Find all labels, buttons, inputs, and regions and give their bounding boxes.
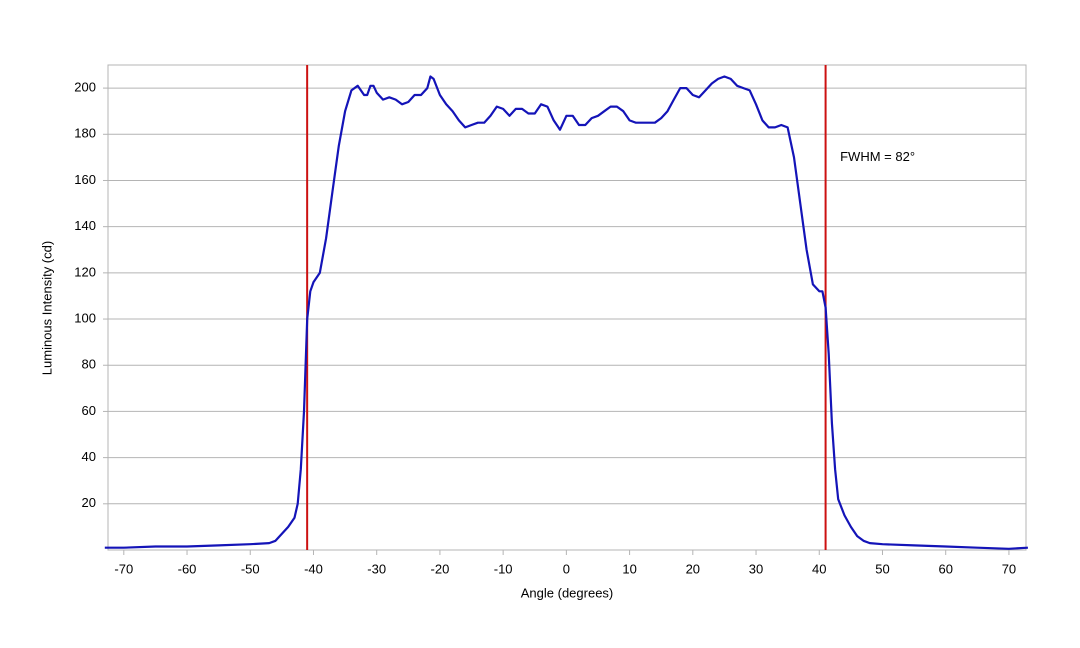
y-tick-label: 40	[82, 449, 96, 464]
x-tick-label: -30	[367, 561, 386, 576]
x-tick-label: 20	[686, 561, 700, 576]
x-tick-label: -50	[241, 561, 260, 576]
y-tick-label: 60	[82, 403, 96, 418]
x-tick-label: 30	[749, 561, 763, 576]
x-tick-label: 0	[563, 561, 570, 576]
y-tick-label: 120	[74, 264, 96, 279]
intensity-line	[104, 75, 1028, 550]
y-tick-label: 20	[82, 495, 96, 510]
y-tick-label: 200	[74, 80, 96, 95]
y-tick-label: 160	[74, 172, 96, 187]
y-axis-label: Luminous Intensity (cd)	[39, 241, 54, 375]
y-tick-label: 80	[82, 357, 96, 372]
x-tick-label: 70	[1002, 561, 1016, 576]
x-tick-label: -10	[494, 561, 513, 576]
y-tick-label: 100	[74, 310, 96, 325]
annotation: FWHM = 82°	[840, 149, 915, 164]
x-tick-label: -60	[178, 561, 197, 576]
y-tick-label: 140	[74, 218, 96, 233]
x-tick-label: -70	[114, 561, 133, 576]
x-tick-label: -20	[431, 561, 450, 576]
x-tick-label: 40	[812, 561, 826, 576]
x-tick-label: -40	[304, 561, 323, 576]
x-tick-label: 60	[938, 561, 952, 576]
y-tick-label: 180	[74, 126, 96, 141]
x-tick-label: 10	[622, 561, 636, 576]
x-tick-label: 50	[875, 561, 889, 576]
plot-frame	[107, 64, 1027, 551]
x-axis-label: Angle (degrees)	[521, 585, 614, 600]
